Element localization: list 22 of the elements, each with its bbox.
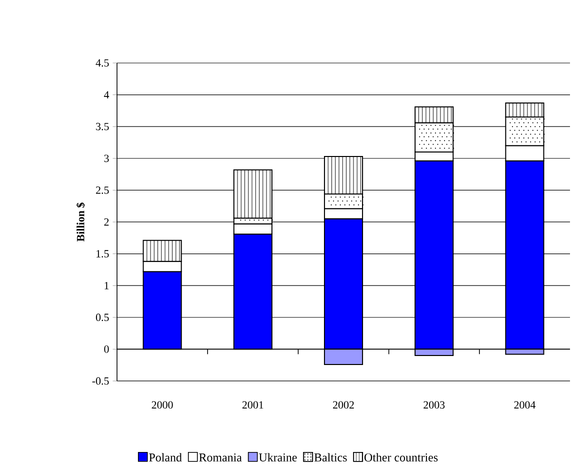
y-tick-label: 4.5 xyxy=(96,59,109,67)
x-tick-label: 2004 xyxy=(514,401,536,409)
legend-label: Ukraine xyxy=(258,453,297,462)
y-tick-label: 2 xyxy=(104,218,109,226)
x-tick-label: 2000 xyxy=(152,401,173,409)
x-tick-label: 2003 xyxy=(424,401,445,409)
y-tick-label: 1 xyxy=(104,282,109,290)
legend-label: Baltics xyxy=(314,453,347,462)
y-tick-label: 4 xyxy=(104,91,110,98)
y-tick-label: 0 xyxy=(104,345,109,353)
y-axis-title: Billion $ xyxy=(76,202,86,242)
legend-label: Romania xyxy=(199,453,242,462)
y-tick-label: 0.5 xyxy=(96,314,109,322)
y-tick-label: 3 xyxy=(104,154,109,162)
legend-label: Other countries xyxy=(364,453,438,462)
y-tick-label: -0.5 xyxy=(92,377,109,385)
y-tick-label: 3.5 xyxy=(96,122,109,130)
x-tick-label: 2002 xyxy=(333,401,354,409)
legend-label: Poland xyxy=(149,453,182,462)
x-tick-label: 2001 xyxy=(242,401,264,409)
y-tick-label: 2.5 xyxy=(96,186,109,194)
y-tick-label: 1.5 xyxy=(96,250,109,258)
